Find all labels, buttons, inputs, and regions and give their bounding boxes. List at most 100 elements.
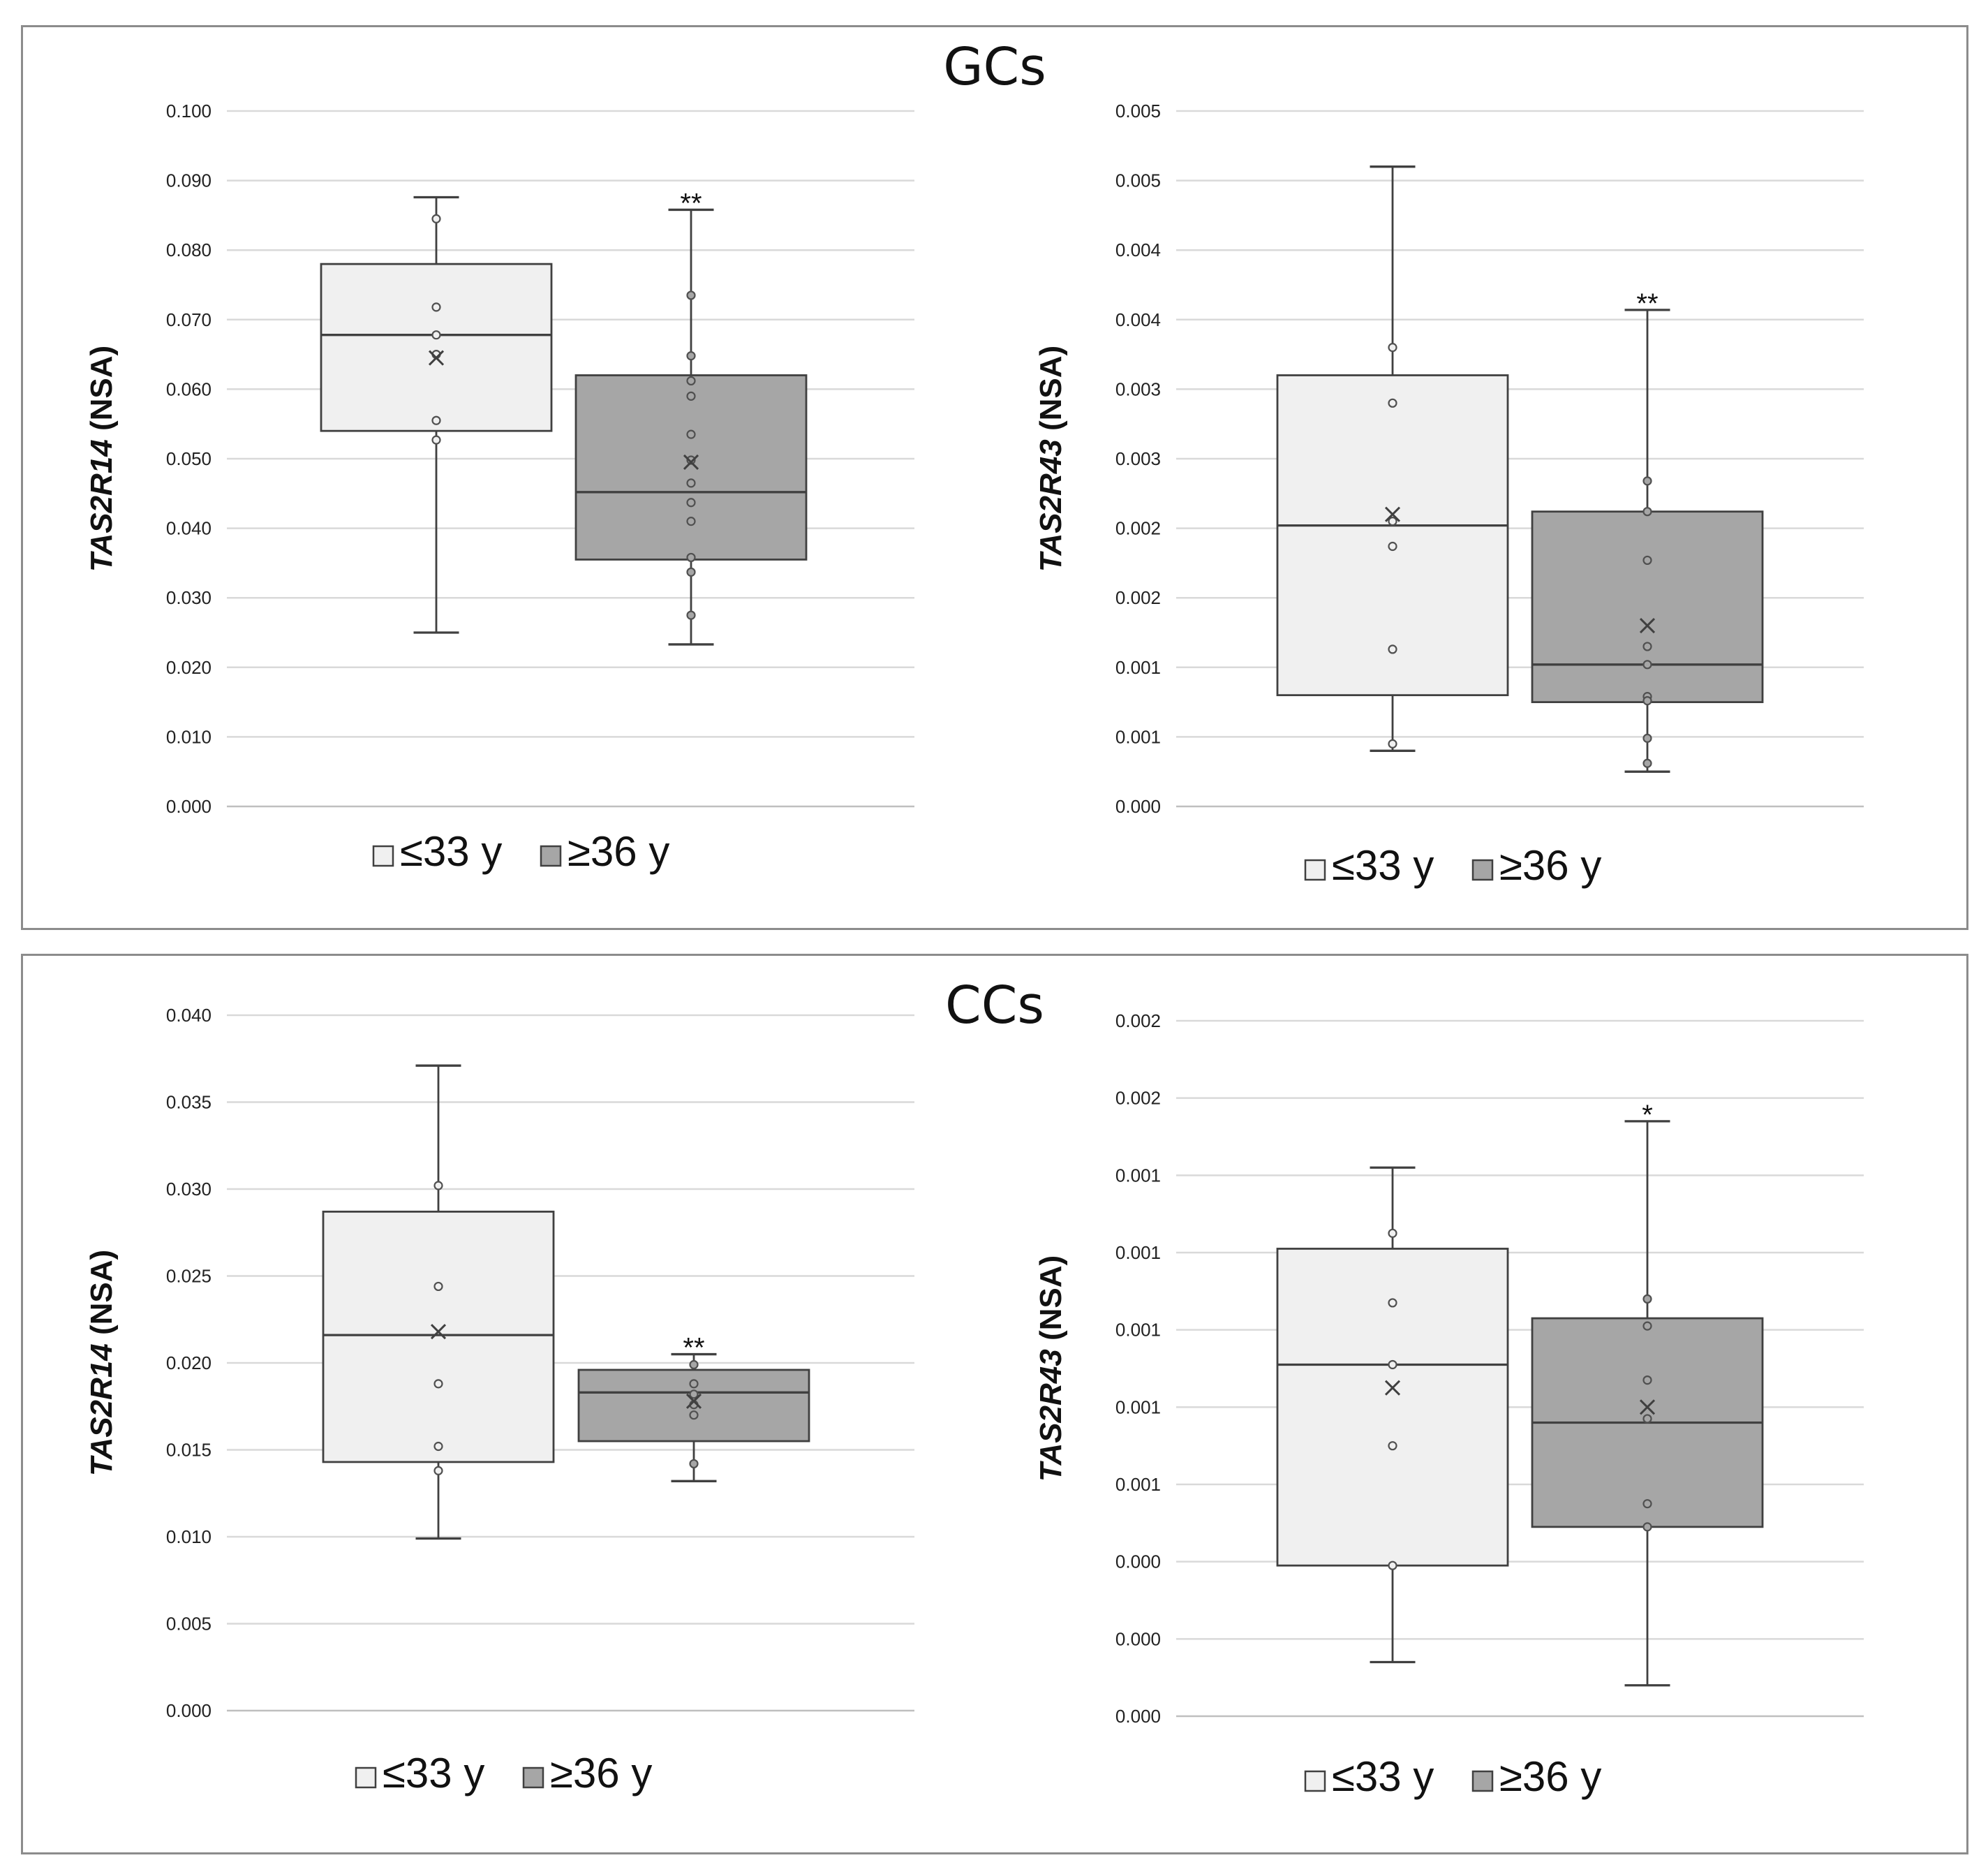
legend: ≤33 y ≥36 y: [372, 828, 669, 875]
data-point: [1642, 1375, 1652, 1385]
y-tick-label: 0.004: [1115, 239, 1161, 260]
y-tick-label: 0.001: [1115, 726, 1161, 747]
data-point: [689, 1410, 699, 1420]
data-point: [686, 478, 696, 488]
data-point: [431, 435, 441, 445]
y-tick-label: 0.000: [166, 796, 212, 817]
y-tick-label: 0.005: [166, 1614, 212, 1635]
y-tick-label: 0.001: [1115, 1165, 1161, 1186]
data-point: [1642, 1499, 1652, 1509]
legend-label-2: ≥36 y: [1499, 842, 1601, 889]
mean-marker: [685, 1393, 702, 1409]
data-point: [1388, 644, 1397, 654]
data-point: [431, 302, 441, 312]
y-tick-label: 0.100: [166, 101, 212, 121]
data-point: [1642, 642, 1652, 651]
y-tick-label: 0.001: [1115, 1242, 1161, 1263]
mean-marker: [430, 1324, 447, 1340]
y-axis-gene: TAS2R43: [1034, 439, 1068, 572]
y-tick-label: 0.001: [1115, 1474, 1161, 1495]
legend-swatch-1: [355, 1766, 377, 1789]
data-point: [1642, 507, 1652, 517]
y-tick-label: 0.000: [166, 1700, 212, 1721]
data-point: [1642, 758, 1652, 768]
legend-swatch-2: [1471, 1770, 1494, 1792]
y-axis-unit: (NSA): [84, 346, 119, 439]
y-tick-label: 0.020: [166, 1352, 212, 1373]
significance-label: **: [1636, 288, 1658, 319]
data-point: [1642, 660, 1652, 670]
data-point: [1388, 1228, 1397, 1238]
y-axis-gene: TAS2R14: [84, 439, 119, 572]
data-point: [689, 1389, 699, 1399]
data-point: [431, 415, 441, 425]
legend-swatch-1: [1304, 859, 1326, 881]
data-point: [686, 455, 696, 465]
data-point: [1388, 517, 1397, 526]
box-1: [1276, 1248, 1509, 1567]
data-point: [686, 567, 696, 577]
significance-label: **: [680, 188, 702, 219]
gcs-panel: GCs: [21, 25, 1968, 930]
y-tick-label: 0.090: [166, 170, 212, 191]
legend-swatch-2: [1471, 859, 1494, 881]
y-tick-label: 0.030: [166, 1179, 212, 1200]
data-point: [686, 517, 696, 526]
box-2: [574, 374, 808, 561]
y-tick-label: 0.003: [1115, 448, 1161, 469]
box-2: [1531, 510, 1764, 703]
mean-marker: [1639, 1399, 1656, 1415]
legend-swatch-2: [540, 845, 562, 867]
y-tick-label: 0.002: [1115, 1010, 1161, 1031]
y-tick-label: 0.002: [1115, 587, 1161, 608]
mean-marker: [1384, 506, 1401, 522]
y-tick-label: 0.000: [1115, 1551, 1161, 1572]
y-tick-label: 0.003: [1115, 378, 1161, 399]
y-tick-label: 0.002: [1115, 518, 1161, 539]
data-point: [433, 1379, 443, 1389]
significance-label: *: [1642, 1100, 1653, 1130]
data-point: [686, 429, 696, 439]
mean-marker: [1639, 617, 1656, 634]
data-point: [1388, 739, 1397, 748]
data-point: [431, 330, 441, 340]
data-point: [686, 552, 696, 563]
data-point: [689, 1359, 699, 1370]
data-point: [1388, 1441, 1397, 1451]
data-point: [433, 1281, 443, 1292]
data-point: [1388, 343, 1397, 353]
data-point: [1388, 1298, 1397, 1308]
y-tick-label: 0.010: [166, 726, 212, 747]
y-tick-label: 0.030: [166, 587, 212, 608]
legend: ≤33 y ≥36 y: [1304, 1753, 1601, 1800]
y-tick-label: 0.000: [1115, 1706, 1161, 1727]
box-1: [320, 263, 553, 432]
y-tick-label: 0.005: [1115, 170, 1161, 191]
legend-label-1: ≤33 y: [1332, 1753, 1434, 1800]
y-tick-label: 0.040: [166, 1005, 212, 1026]
data-point: [686, 610, 696, 620]
data-point: [686, 391, 696, 401]
data-point: [433, 1466, 443, 1475]
data-point: [689, 1379, 699, 1389]
data-point: [686, 498, 696, 508]
data-point: [1642, 1522, 1652, 1532]
y-tick-label: 0.060: [166, 378, 212, 399]
ccs-tas2r43-boxplot: 0.000 0.000 0.000 0.001 0.001 0.001 0.001 0.001…: [1034, 1010, 1864, 1800]
legend: ≤33 y ≥36 y: [355, 1750, 652, 1796]
y-tick-label: 0.020: [166, 657, 212, 678]
y-axis-label: TAS2R43 (NSA): [1034, 346, 1068, 572]
y-tick-label: 0.050: [166, 448, 212, 469]
y-tick-label: 0.001: [1115, 1396, 1161, 1417]
gcs-tas2r43-boxplot: 0.000 0.001 0.001 0.002 0.002 0.003 0.003 0.004…: [1034, 101, 1864, 889]
legend-swatch-1: [1304, 1770, 1326, 1792]
legend-swatch-1: [372, 845, 394, 867]
box-1: [1276, 374, 1509, 697]
y-tick-label: 0.000: [1115, 796, 1161, 817]
data-point: [431, 214, 441, 223]
y-tick-label: 0.035: [166, 1092, 212, 1113]
data-point: [1388, 1359, 1397, 1370]
y-tick-label: 0.001: [1115, 1320, 1161, 1341]
mean-marker: [683, 454, 699, 471]
data-point: [1642, 1294, 1652, 1304]
